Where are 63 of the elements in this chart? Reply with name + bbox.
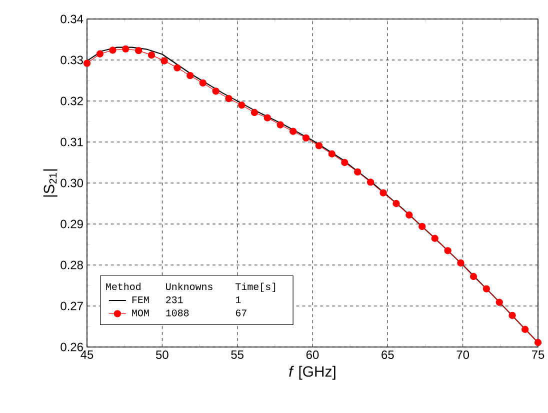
point xyxy=(238,102,246,109)
point xyxy=(482,285,490,292)
x-axis-title: f [GHz] xyxy=(289,366,336,380)
x-tick-label: 50 xyxy=(156,350,168,359)
y-tick-label: 0.32 xyxy=(60,96,83,106)
point xyxy=(134,46,142,54)
point xyxy=(380,189,387,196)
x-tick-label: 55 xyxy=(231,350,244,359)
y-tick-label: 0.27 xyxy=(60,302,83,310)
point xyxy=(470,272,478,280)
annotation: Unknowns xyxy=(166,282,212,290)
y-tick-label: 0.28 xyxy=(60,260,83,270)
y-tick-label: 0.34 xyxy=(60,14,84,24)
point xyxy=(406,211,413,219)
point xyxy=(109,46,116,54)
point xyxy=(496,298,503,306)
y-tick-label: 0.26 xyxy=(60,342,83,352)
point xyxy=(148,51,156,59)
point xyxy=(276,121,284,128)
y-tick-label: 0.31 xyxy=(60,138,83,146)
point xyxy=(264,114,271,122)
point xyxy=(96,50,104,58)
point xyxy=(328,150,336,158)
point xyxy=(186,72,194,80)
point xyxy=(341,158,348,166)
point xyxy=(431,234,438,242)
point xyxy=(212,88,220,95)
y-tick-label: 0.29 xyxy=(60,220,83,228)
point xyxy=(160,57,168,64)
annotation: 67 xyxy=(236,310,246,316)
legend-label: FEM xyxy=(132,296,149,304)
point xyxy=(122,45,130,53)
point xyxy=(444,247,452,254)
point xyxy=(250,108,258,116)
point xyxy=(508,312,516,320)
x-tick-label: 65 xyxy=(382,350,394,359)
point xyxy=(392,200,400,208)
point xyxy=(457,259,464,267)
annotation: 1 xyxy=(236,296,241,304)
legend-label: MOM xyxy=(132,310,149,316)
point xyxy=(315,142,323,150)
x-tick-label: 60 xyxy=(306,350,319,359)
legend-title: Method xyxy=(106,282,140,290)
point xyxy=(418,222,426,230)
y-axis-title: |S$_{21}$| xyxy=(43,169,58,197)
y-tick-label: 0.33 xyxy=(60,56,83,64)
x-tick-label: 45 xyxy=(80,350,94,359)
y-tick-label: 0.30 xyxy=(60,178,84,188)
point xyxy=(354,168,362,176)
x-tick-label: 70 xyxy=(456,350,470,359)
point xyxy=(199,79,206,87)
point xyxy=(302,134,310,142)
point xyxy=(534,338,542,346)
x-tick-label: 75 xyxy=(532,350,544,359)
annotation: 1088 xyxy=(166,310,189,316)
point xyxy=(521,326,529,333)
annotation: Time[s] xyxy=(236,282,276,292)
annotation: 231 xyxy=(166,296,183,304)
point xyxy=(174,64,181,72)
point xyxy=(366,178,374,186)
point xyxy=(225,94,232,102)
point xyxy=(83,60,91,67)
point xyxy=(290,128,297,135)
